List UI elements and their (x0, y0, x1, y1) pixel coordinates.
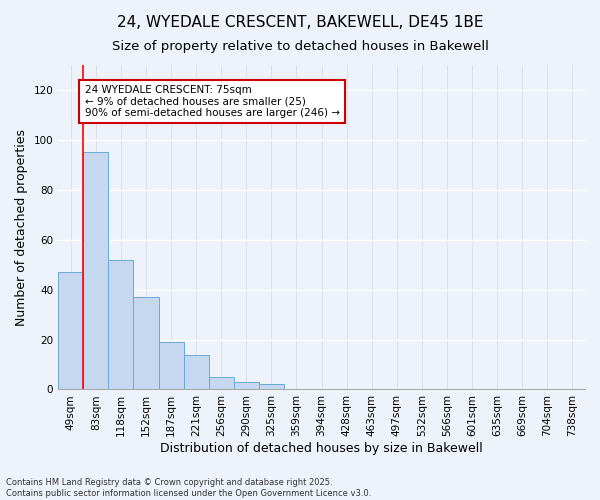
Text: Size of property relative to detached houses in Bakewell: Size of property relative to detached ho… (112, 40, 488, 53)
Text: 24 WYEDALE CRESCENT: 75sqm
← 9% of detached houses are smaller (25)
90% of semi-: 24 WYEDALE CRESCENT: 75sqm ← 9% of detac… (85, 85, 340, 118)
Bar (83, 152, 109, 390)
Y-axis label: Number of detached properties: Number of detached properties (15, 128, 28, 326)
Text: Contains HM Land Registry data © Crown copyright and database right 2025.
Contai: Contains HM Land Registry data © Crown c… (6, 478, 371, 498)
Bar (133, 297, 158, 390)
Text: 24, WYEDALE CRESCENT, BAKEWELL, DE45 1BE: 24, WYEDALE CRESCENT, BAKEWELL, DE45 1BE (117, 15, 483, 30)
Bar (209, 377, 234, 390)
Bar (259, 384, 284, 390)
Bar (58, 272, 83, 390)
Bar (158, 342, 184, 390)
Bar (109, 260, 133, 390)
Bar (184, 354, 209, 390)
Bar (234, 382, 259, 390)
X-axis label: Distribution of detached houses by size in Bakewell: Distribution of detached houses by size … (160, 442, 483, 455)
